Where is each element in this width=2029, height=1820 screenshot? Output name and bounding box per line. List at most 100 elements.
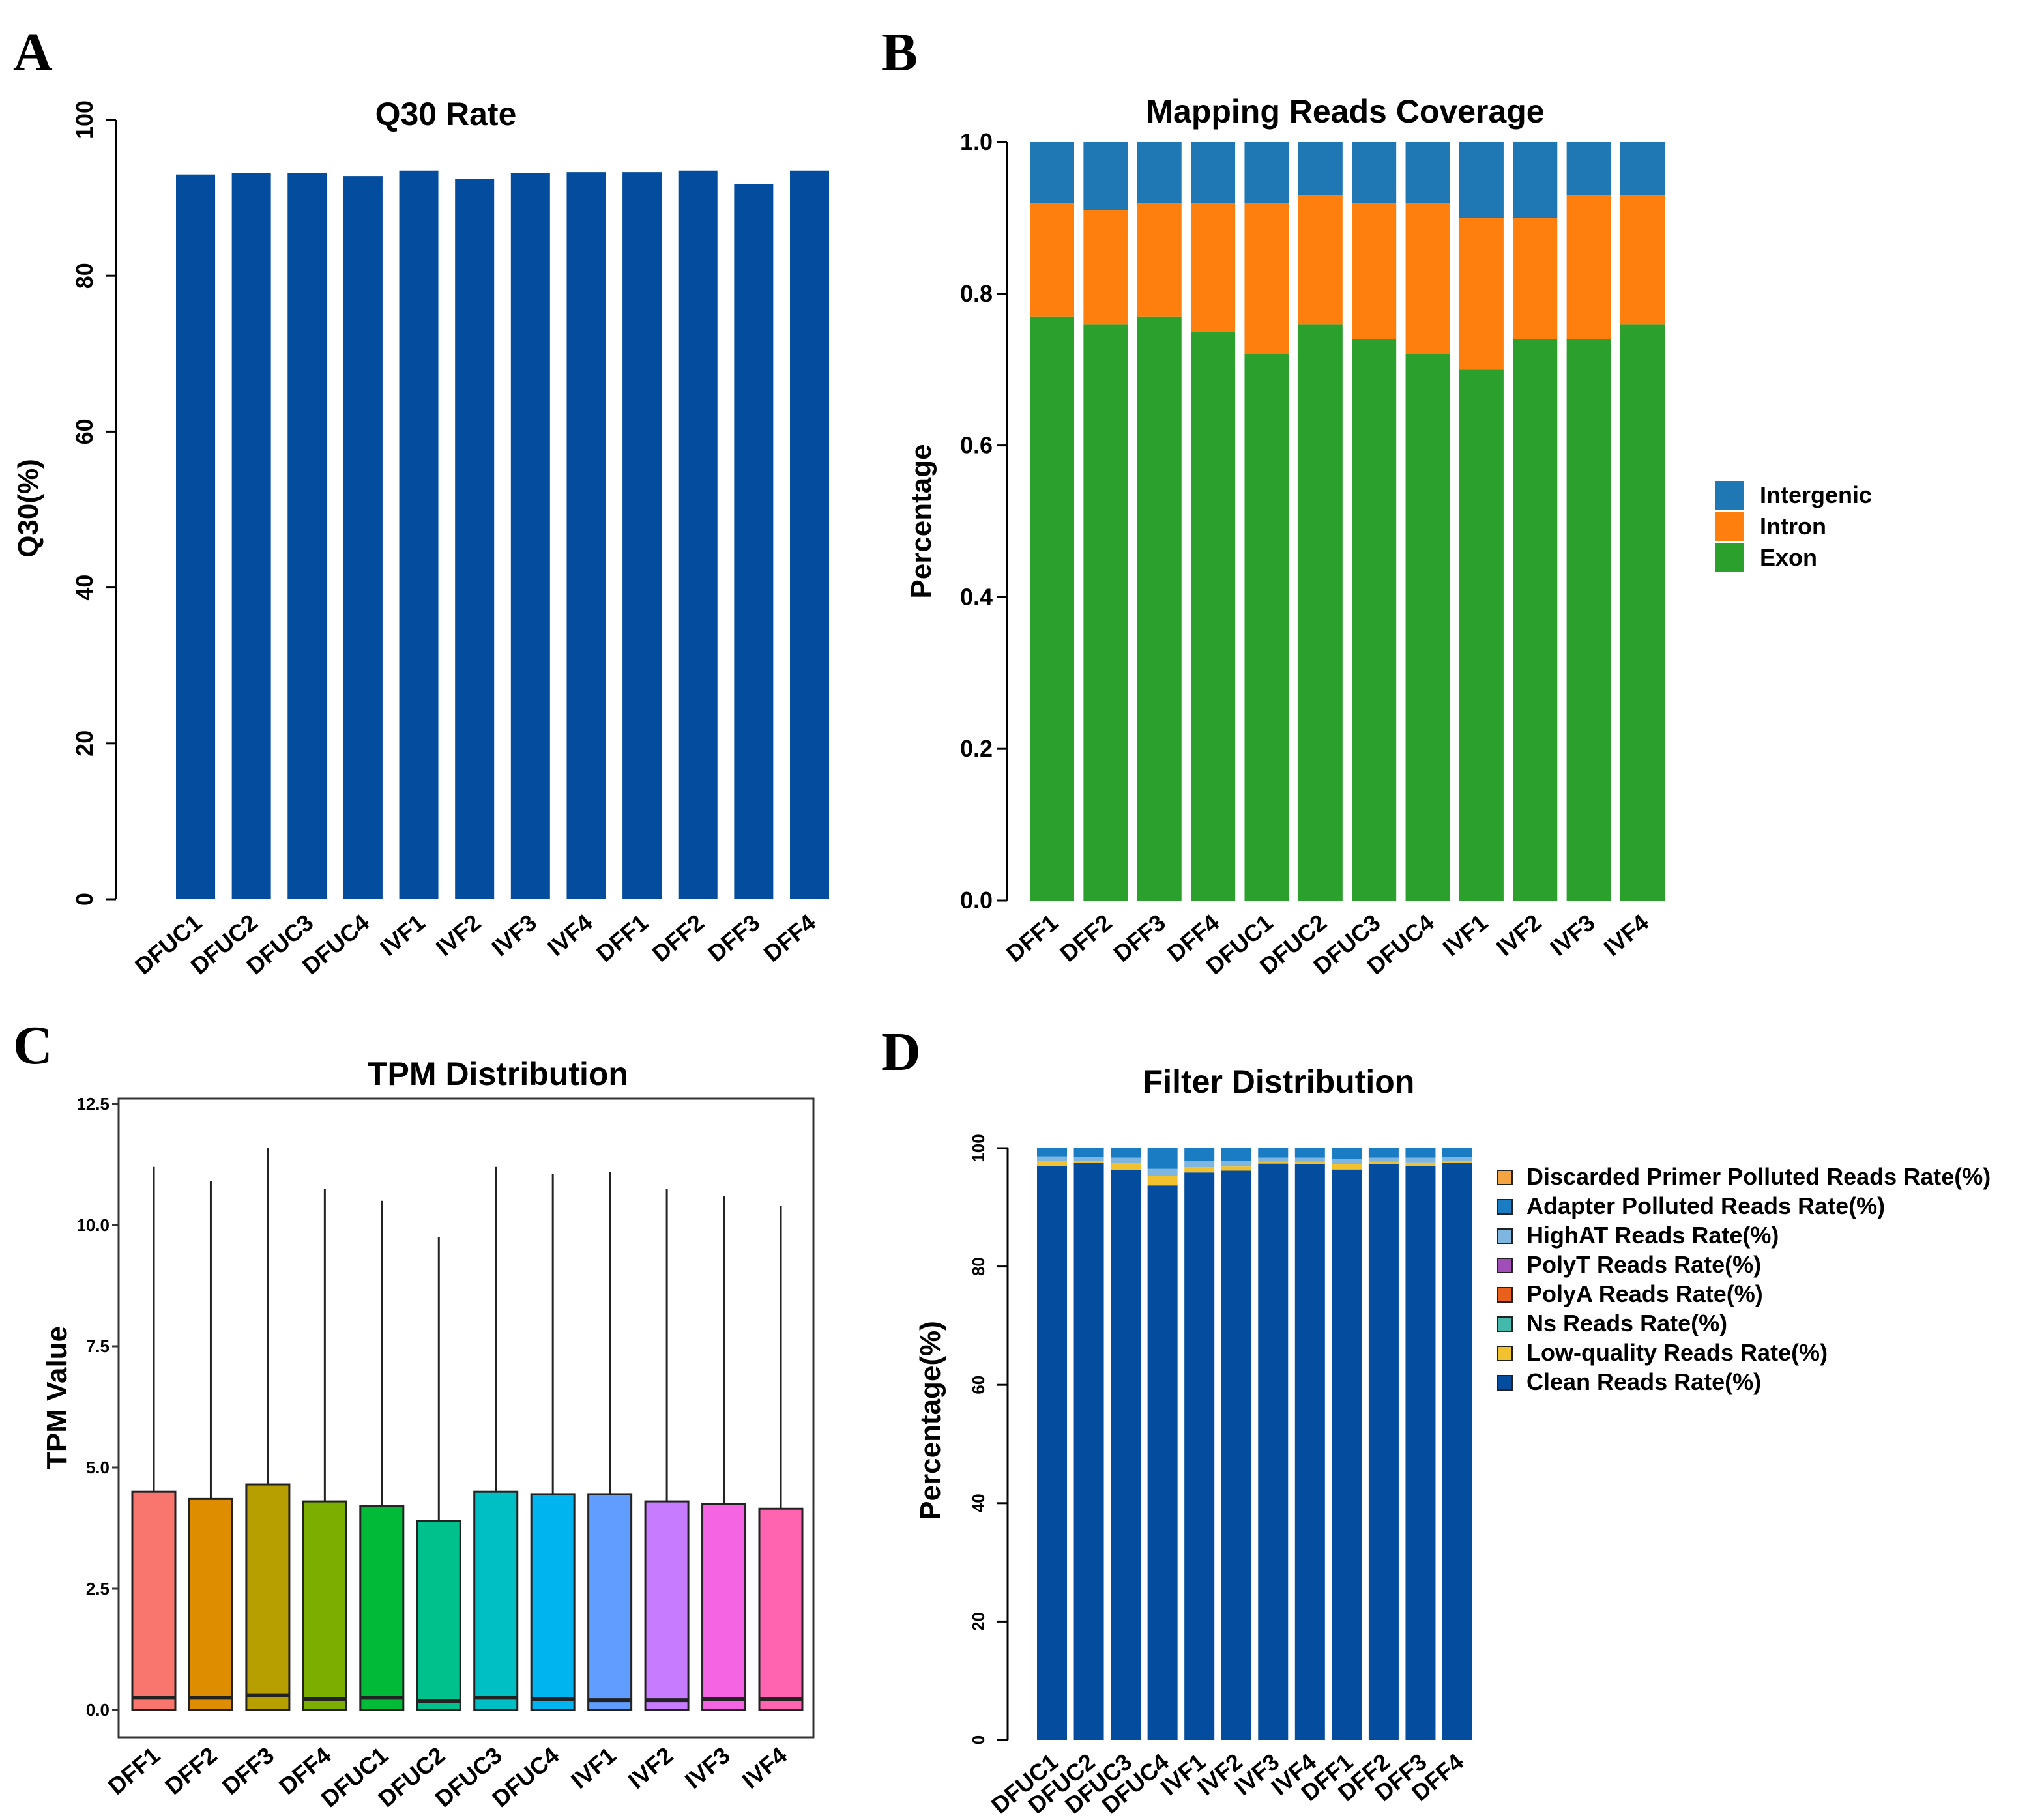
q30-y-tick-label: 40: [71, 575, 98, 601]
filter-legend-swatch-highat-reads-rate: [1497, 1228, 1513, 1244]
coverage-bar-dff4-exon: [1191, 332, 1236, 901]
tpm-x-tick-label: DFF3: [217, 1742, 279, 1800]
q30-bar-dfuc2: [231, 173, 271, 899]
coverage-bar-dff4-intergenic: [1191, 142, 1236, 203]
filter-bar-dff4-adapter-polluted-reads-rate: [1442, 1148, 1472, 1157]
coverage-bar-dff1-intron: [1030, 203, 1074, 317]
q30-bar-dff2: [678, 170, 718, 899]
coverage-bar-dfuc2-intron: [1298, 195, 1343, 325]
tpm-y-tick-label: 7.5: [86, 1336, 109, 1356]
q30-bar-dfuc4: [343, 176, 383, 899]
coverage-bar-ivf4-intergenic: [1620, 142, 1665, 195]
coverage-x-tick-label: DFF3: [1109, 909, 1171, 967]
tpm-y-tick-label: 10.0: [76, 1215, 109, 1235]
q30-x-tick-label: DFF2: [647, 909, 709, 967]
q30-bar-dff1: [622, 172, 662, 900]
coverage-legend-swatch-intergenic: [1715, 481, 1744, 510]
coverage-chart-title: Mapping Reads Coverage: [1146, 93, 1544, 130]
filter-chart-title: Filter Distribution: [1143, 1063, 1415, 1100]
tpm-box-dff2: [188, 1497, 233, 1711]
filter-bar-ivf2-highat-reads-rate: [1221, 1161, 1251, 1167]
tpm-chart-title: TPM Distribution: [368, 1056, 628, 1092]
tpm-distribution-chart: TPM Distribution TPM Value 0.0 2.5 5.0 7.5 1…: [41, 1056, 815, 1812]
coverage-bar-dff1-intergenic: [1030, 142, 1074, 203]
coverage-bar-dff2-intergenic: [1083, 142, 1128, 210]
coverage-bar-dfuc3-intron: [1352, 203, 1397, 339]
coverage-legend-label-intron: Intron: [1760, 513, 1826, 540]
filter-y-tick-label: 80: [969, 1257, 988, 1276]
filter-legend-label-polyt-reads-rate: PolyT Reads Rate(%): [1526, 1251, 1761, 1278]
filter-legend-swatch-discarded-primer-polluted-reads-rate: [1497, 1170, 1513, 1185]
filter-bar-ivf1-low-quality-reads-rate: [1184, 1167, 1215, 1173]
q30-x-tick-label: DFF3: [703, 909, 765, 967]
tpm-box-dff3: [245, 1483, 291, 1711]
filter-bar-dfuc3-clean-reads-rate: [1111, 1170, 1141, 1740]
filter-bar-dff1-clean-reads-rate: [1332, 1169, 1362, 1740]
filter-bar-dff4-clean-reads-rate: [1442, 1163, 1472, 1740]
panel-letter-b: B: [881, 22, 918, 83]
coverage-bar-ivf2-exon: [1513, 339, 1558, 901]
coverage-y-tick-label: 1.0: [960, 128, 993, 155]
filter-y-tick-label: 0: [969, 1735, 988, 1744]
tpm-plot-frame: [117, 1097, 815, 1739]
coverage-bar-dfuc2-exon: [1298, 324, 1343, 901]
q30-bar-ivf4: [566, 172, 606, 900]
filter-bar-dff3-adapter-polluted-reads-rate: [1405, 1148, 1436, 1158]
filter-bar-ivf4-highat-reads-rate: [1294, 1157, 1325, 1162]
q30-bar-dfuc1: [176, 174, 215, 900]
tpm-y-tick-label: 0.0: [86, 1700, 109, 1720]
coverage-bar-ivf4-exon: [1620, 324, 1665, 901]
filter-bar-dfuc2-highat-reads-rate: [1073, 1157, 1104, 1161]
panel-letter-a: A: [13, 22, 53, 83]
filter-bar-dff3-highat-reads-rate: [1405, 1157, 1436, 1163]
coverage-legend: Intergenic Intron Exon: [1715, 481, 1872, 572]
coverage-bar-ivf3-intron: [1566, 195, 1611, 339]
tpm-box-dfuc2: [416, 1520, 461, 1711]
filter-bar-dfuc3-adapter-polluted-reads-rate: [1111, 1148, 1141, 1158]
filter-bar-dff3-clean-reads-rate: [1405, 1166, 1436, 1740]
filter-bar-dfuc2-adapter-polluted-reads-rate: [1073, 1148, 1104, 1157]
coverage-y-tick-label: 0.2: [960, 735, 993, 762]
filter-legend-label-discarded-primer-polluted-reads-rate: Discarded Primer Polluted Reads Rate(%): [1526, 1163, 1991, 1190]
q30-y-axis-label: Q30(%): [12, 459, 44, 558]
q30-bar-ivf1: [399, 170, 439, 899]
filter-bar-dff4-low-quality-reads-rate: [1442, 1161, 1472, 1163]
coverage-bar-ivf2-intergenic: [1513, 142, 1558, 218]
tpm-y-axis-label: TPM Value: [41, 1326, 73, 1469]
filter-bar-dff1-low-quality-reads-rate: [1332, 1164, 1362, 1170]
filter-y-tick-label: 100: [969, 1134, 988, 1162]
tpm-box-ivf2: [644, 1500, 690, 1711]
coverage-bar-dff2-intron: [1083, 210, 1128, 325]
coverage-bar-dff4-intron: [1191, 203, 1236, 332]
coverage-bar-dfuc3-exon: [1352, 339, 1397, 901]
filter-bar-ivf2-adapter-polluted-reads-rate: [1221, 1148, 1251, 1161]
filter-bar-ivf2-low-quality-reads-rate: [1221, 1166, 1251, 1171]
q30-rate-chart: Q30 Rate Q30(%) 020406080100DFUC1DFUC2DF…: [12, 96, 829, 979]
q30-y-tick-label: 100: [71, 100, 98, 139]
filter-bar-ivf3-highat-reads-rate: [1258, 1157, 1289, 1162]
q30-y-tick-label: 20: [71, 730, 98, 757]
q30-x-tick-label: DFF1: [591, 909, 653, 967]
coverage-x-tick-label: DFF1: [1001, 909, 1063, 967]
coverage-bar-dff3-intron: [1137, 203, 1182, 317]
tpm-x-tick-label: IVF4: [737, 1742, 793, 1794]
filter-bar-dff4-highat-reads-rate: [1442, 1157, 1472, 1161]
coverage-bar-ivf2-intron: [1513, 218, 1558, 339]
tpm-x-tick-label: IVF3: [680, 1742, 735, 1794]
filter-bar-ivf4-adapter-polluted-reads-rate: [1294, 1148, 1325, 1158]
coverage-legend-swatch-intron: [1715, 512, 1744, 541]
q30-x-tick-label: IVF4: [542, 909, 598, 961]
filter-bar-dff2-highat-reads-rate: [1368, 1157, 1399, 1162]
filter-bar-dff2-low-quality-reads-rate: [1368, 1161, 1399, 1164]
filter-bar-dfuc1-highat-reads-rate: [1037, 1156, 1067, 1161]
filter-bar-ivf3-clean-reads-rate: [1258, 1163, 1289, 1740]
coverage-bar-ivf1-intergenic: [1459, 142, 1504, 218]
tpm-box-ivf3: [701, 1503, 747, 1711]
filter-bar-ivf4-low-quality-reads-rate: [1294, 1161, 1325, 1164]
filter-legend: Discarded Primer Polluted Reads Rate(%)A…: [1497, 1163, 1991, 1395]
filter-bar-dfuc4-clean-reads-rate: [1147, 1185, 1178, 1740]
q30-bar-ivf3: [510, 173, 550, 899]
coverage-bar-dfuc2-intergenic: [1298, 142, 1343, 195]
q30-bar-dfuc3: [287, 173, 327, 899]
filter-bar-dff1-highat-reads-rate: [1332, 1159, 1362, 1164]
